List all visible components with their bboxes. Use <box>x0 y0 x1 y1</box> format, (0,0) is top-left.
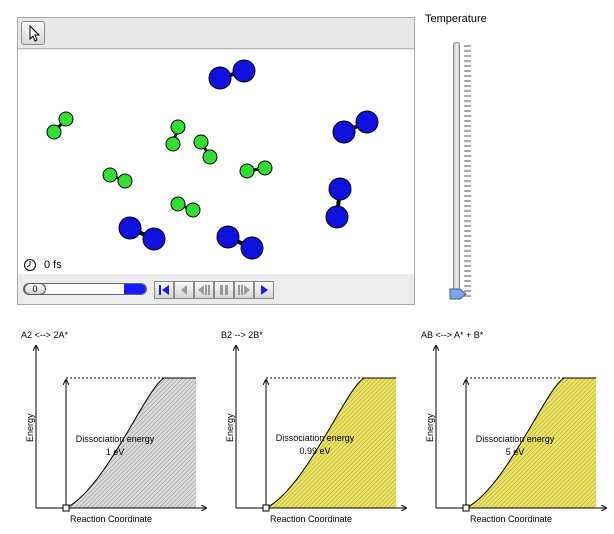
temperature-label: Temperature <box>425 13 487 25</box>
dissociation-energy-value: 0.99 eV <box>299 446 331 456</box>
energy-plots <box>0 340 614 512</box>
molecules <box>46 59 379 260</box>
y-axis-label: Energy <box>425 413 435 442</box>
energy-fill <box>266 378 396 508</box>
step-forward-button[interactable] <box>234 281 254 299</box>
plot-title: A2 <--> 2A* <box>21 330 69 340</box>
play-backward-icon <box>198 285 210 295</box>
dissociation-energy-label: Dissociation energy <box>75 434 155 444</box>
x-axis-label: Reaction Coordinate <box>270 514 353 524</box>
molecule-a2 <box>193 134 218 165</box>
state-marker <box>262 504 270 512</box>
step-forward-icon <box>238 285 250 295</box>
pause-icon <box>220 285 228 295</box>
play-backward-button[interactable] <box>194 281 214 299</box>
dissociation-energy-value: 5 eV <box>505 447 525 457</box>
molecule-a2 <box>239 160 273 179</box>
molecule-b2 <box>208 59 256 90</box>
pause-button[interactable] <box>214 281 234 299</box>
dissociation-energy-value: 1 eV <box>105 447 125 457</box>
x-axis-label: Reaction Coordinate <box>470 514 553 524</box>
temperature-ticks <box>464 45 471 297</box>
time-slider[interactable] <box>23 283 147 295</box>
energy-fill <box>66 378 196 508</box>
toolbar <box>18 18 414 49</box>
state-marker <box>462 504 470 512</box>
molecule-b2 <box>216 225 264 260</box>
rewind-button[interactable] <box>154 281 174 299</box>
step-back-icon <box>181 285 187 295</box>
molecule-a2 <box>102 167 133 189</box>
energy-curve <box>465 377 596 509</box>
molecule-a2 <box>46 111 74 140</box>
plot-title: B2 --> 2B* <box>221 330 263 340</box>
dissociation-energy-label: Dissociation energy <box>475 434 555 444</box>
pointer-tool-button[interactable] <box>21 21 45 45</box>
plot-title: AB <--> A* + B* <box>421 330 484 340</box>
cursor-arrow-icon <box>29 24 41 42</box>
rewind-icon <box>159 285 169 295</box>
y-axis-label: Energy <box>25 413 35 442</box>
time-slider-thumb[interactable]: 0 <box>24 283 46 295</box>
molecule-b2 <box>332 110 379 144</box>
temperature-slider[interactable] <box>453 42 460 296</box>
clock-icon <box>23 258 37 277</box>
energy-curve <box>65 377 196 509</box>
step-back-button[interactable] <box>174 281 194 299</box>
molecule-canvas[interactable] <box>18 50 414 274</box>
dissociation-energy-label: Dissociation energy <box>275 433 355 443</box>
play-button[interactable] <box>254 281 274 299</box>
energy-fill <box>466 378 596 508</box>
y-axis-label: Energy <box>225 413 235 442</box>
energy-curve <box>265 377 396 509</box>
temperature-slider-thumb[interactable] <box>449 287 467 306</box>
play-icon <box>261 285 268 295</box>
elapsed-time: 0 fs <box>44 259 62 271</box>
molecule-a2 <box>165 119 186 152</box>
time-slider-fill <box>124 284 146 294</box>
molecule-b2 <box>118 216 166 251</box>
x-axis-label: Reaction Coordinate <box>70 514 153 524</box>
molecule-a2 <box>170 196 201 218</box>
molecule-b2 <box>325 177 352 229</box>
state-marker <box>62 504 70 512</box>
